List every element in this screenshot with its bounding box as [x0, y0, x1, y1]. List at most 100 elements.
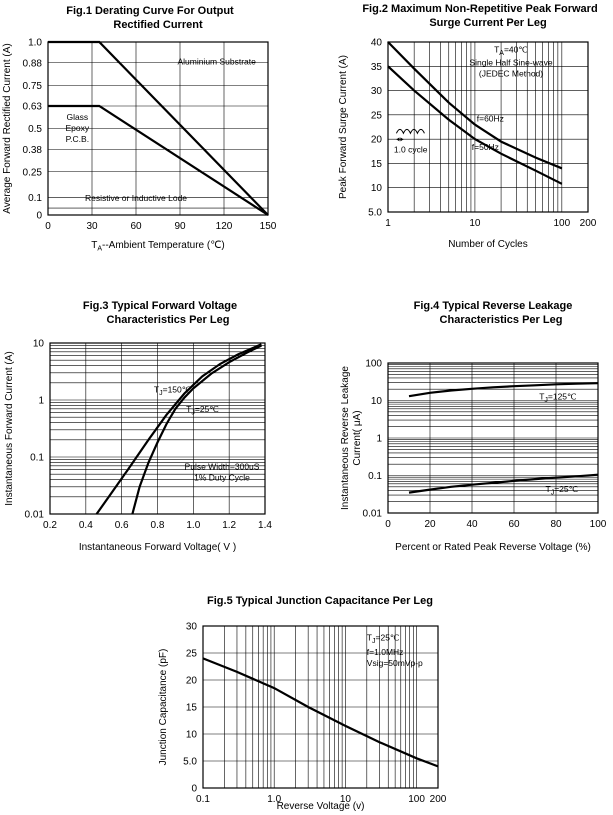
fig4-ytick-label: 0.01 [363, 509, 383, 520]
fig1-annotation: Aluminium Substrate [177, 56, 256, 66]
fig1-ytick-label: 0.75 [23, 81, 43, 92]
fig2-annotation: 1.0 cycle [394, 145, 428, 155]
fig4-ytick-label: 10 [371, 396, 383, 407]
fig3-series-line-1 [131, 344, 262, 515]
fig4-xlabel: Percent or Rated Peak Reverse Voltage (%… [395, 542, 591, 553]
fig5-annotation-box-line: Vsig=50mVp-p [367, 658, 423, 668]
fig1-xtick-label: 90 [174, 221, 186, 232]
fig4-xtick-label: 0 [385, 519, 391, 530]
fig2-annotation-box-line: Single Half Sine-wave [469, 57, 552, 67]
fig4-plot-frame [387, 362, 599, 514]
fig3-xtick-label: 1.0 [186, 520, 200, 531]
fig5-xlabel: Reverse Voltage (v) [277, 801, 365, 812]
fig3-annotation-box-line: Pulse Width=300uS [185, 462, 260, 472]
fig5-title-line: Fig.5 Typical Junction Capacitance Per L… [207, 595, 433, 607]
fig5-ytick-label: 0 [191, 784, 197, 795]
fig1-xlabel: TA--Ambient Temperature (℃) [91, 240, 225, 253]
fig3-title-line: Fig.3 Typical Forward Voltage [83, 300, 237, 312]
fig1-ytick-label: 0.38 [23, 145, 43, 156]
fig2-xlabel: Number of Cycles [448, 239, 527, 250]
fig3-xtick-label: 0.4 [79, 520, 93, 531]
fig2-ytick-label: 25 [371, 110, 383, 121]
fig2-ytick-label: 40 [371, 38, 383, 49]
fig2-series-line-1 [387, 65, 563, 185]
fig2-cycle-arrowhead [396, 137, 400, 142]
fig3-ytick-label: 0.1 [30, 453, 44, 464]
fig1-xtick-label: 120 [216, 221, 233, 232]
fig1-series-line-1 [48, 104, 269, 216]
fig4-chart: Fig.4 Typical Reverse Leakage Characteris… [340, 300, 607, 553]
fig2-annotation: f=60Hz [477, 114, 504, 124]
fig4-xtick-label: 80 [550, 519, 562, 530]
fig2-chart: Fig.2 Maximum Non-Repetitive Peak Forwar… [338, 3, 598, 250]
fig1-chart: Fig.1 Derating Curve For Output Rectified… [2, 5, 277, 253]
fig1-title-line: Rectified Current [113, 19, 203, 31]
fig2-ytick-label: 5.0 [368, 208, 382, 219]
fig1-ytick-label: 0.88 [23, 58, 43, 69]
fig3-annotation-box-line: 1% Duty Cycle [194, 473, 250, 483]
fig4-ytick-label: 1 [376, 434, 382, 445]
fig3-xlabel: Instantaneous Forward Voltage( V ) [79, 542, 236, 553]
fig5-ytick-label: 20 [186, 676, 198, 687]
fig5-ytick-label: 30 [186, 622, 198, 633]
fig2-ytick-label: 10 [371, 183, 383, 194]
fig2-annotation-box-line: (JEDEC Method) [479, 68, 543, 78]
fig2-title-line: Fig.2 Maximum Non-Repetitive Peak Forwar… [362, 3, 597, 15]
fig1-ytick-label: 0.5 [28, 124, 42, 135]
fig1-annotation: P.C.B. [66, 134, 89, 144]
fig4-xtick-label: 20 [424, 519, 436, 530]
fig1-xtick-label: 0 [45, 221, 51, 232]
fig1-plot-frame [47, 41, 269, 216]
fig5-plot-frame [202, 625, 439, 789]
fig1-ytick-label: 0.25 [23, 167, 43, 178]
fig3-title-line: Characteristics Per Leg [107, 314, 230, 326]
fig4-xtick-label: 60 [508, 519, 520, 530]
fig3-ytick-label: 1 [38, 396, 44, 407]
fig3-xtick-label: 0.8 [151, 520, 165, 531]
fig1-annotation: Resistive or Inductive Lode [85, 193, 187, 203]
fig3-ytick-label: 0.01 [25, 510, 45, 521]
fig2-xtick-label: 1 [385, 218, 391, 229]
fig5-series-line-0 [202, 657, 439, 768]
fig5-xtick-label: 10 [340, 794, 352, 805]
fig3-xtick-label: 1.2 [222, 520, 236, 531]
fig5-annotation-box-line: f=1.0MHz [367, 647, 404, 657]
fig3-xtick-label: 1.4 [258, 520, 272, 531]
fig4-xtick-label: 40 [466, 519, 478, 530]
fig1-xtick-label: 150 [260, 221, 277, 232]
fig5-tj-label: TJ=25℃ [367, 633, 400, 646]
fig2-xtick-label: 10 [469, 218, 481, 229]
fig2-xtick-label: 200 [580, 218, 597, 229]
fig1-xtick-label: 30 [86, 221, 98, 232]
fig4-series-line-1 [408, 473, 599, 494]
fig1-ytick-label: 0.63 [23, 102, 43, 113]
fig1-annotation: Epoxy [66, 123, 90, 133]
fig5-xtick-label: 100 [408, 794, 425, 805]
fig2-title-line: Surge Current Per Leg [429, 17, 546, 29]
fig1-xtick-label: 60 [130, 221, 142, 232]
fig5-xtick-label: 1.0 [267, 794, 281, 805]
fig4-curve-label: TJ=25℃ [546, 484, 579, 497]
fig2-ytick-label: 35 [371, 62, 383, 73]
fig5-ytick-label: 10 [186, 730, 198, 741]
fig2-plot-frame [387, 41, 589, 213]
fig2-cycle-arrowhead [400, 137, 404, 142]
fig3-xtick-label: 0.2 [43, 520, 57, 531]
fig4-title-line: Fig.4 Typical Reverse Leakage [414, 300, 573, 312]
fig4-ylabel-line: Instantaneous Reverse Leakage [340, 366, 351, 510]
fig5-ytick-label: 15 [186, 703, 198, 714]
fig5-xtick-label: 0.1 [196, 794, 210, 805]
fig4-title-line: Characteristics Per Leg [440, 314, 563, 326]
fig4-ytick-label: 100 [365, 359, 382, 370]
fig1-ytick-label: 0 [36, 211, 42, 222]
fig2-annotation: f=50Hz [472, 142, 499, 152]
fig1-annotation: Glass [66, 112, 88, 122]
fig3-series-line-0 [95, 343, 262, 515]
fig3-curve-label: TJ=150℃ [154, 385, 192, 398]
fig5-ytick-label: 5.0 [183, 757, 197, 768]
fig2-series-line-0 [387, 41, 563, 170]
fig3-xtick-label: 0.6 [115, 520, 129, 531]
fig2-ytick-label: 30 [371, 86, 383, 97]
fig2-ytick-label: 15 [371, 159, 383, 170]
